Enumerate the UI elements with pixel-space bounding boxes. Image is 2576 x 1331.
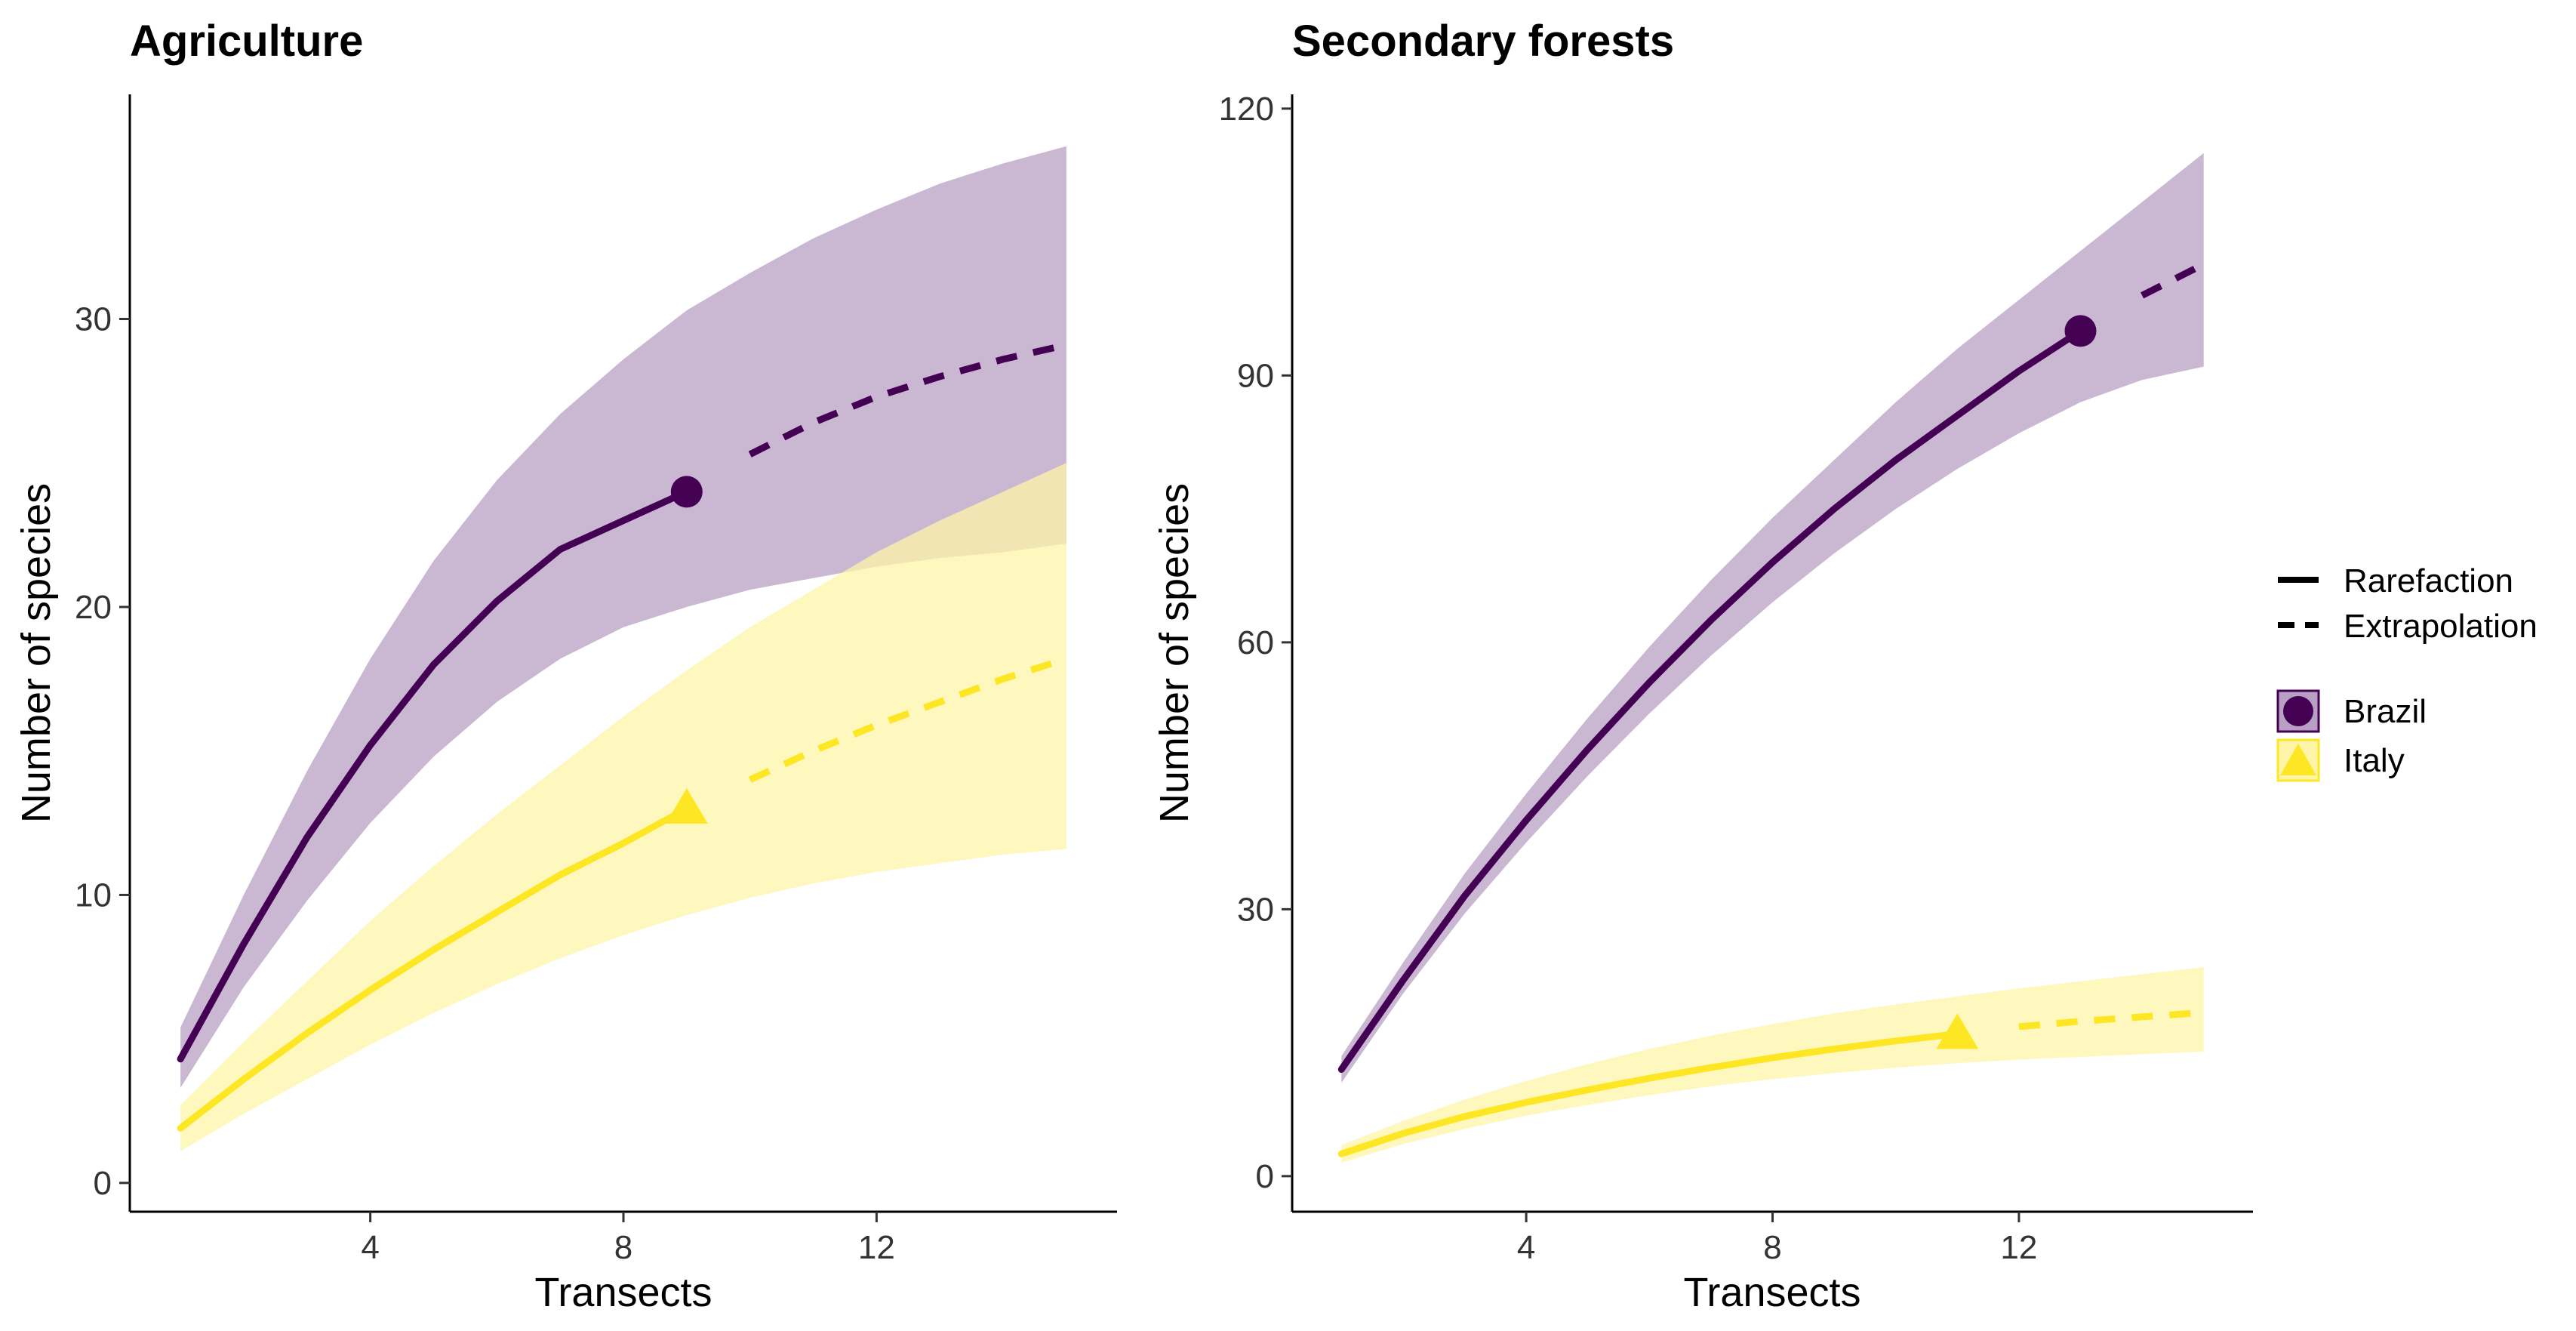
agriculture-markers [665,476,708,824]
agriculture-y-tick-label: 30 [75,301,112,338]
legend: Rarefaction Extrapolation Brazil Italy [2276,562,2538,782]
secondary-forests-italy-extrapolation-line [2018,1009,2205,1031]
secondary-forests-ci-bands [1341,153,2204,1163]
agriculture-x-tick-label: 4 [361,1229,379,1266]
agriculture-brazil-ci-band [180,146,1066,1089]
secondary-forests-x-tick-label: 4 [1517,1229,1535,1266]
agriculture-y-tick-label: 0 [94,1165,112,1202]
legend-italy-label: Italy [2344,742,2405,779]
secondary-forests-brazil-extrapolation-line [2141,261,2205,299]
agriculture-brazil-extrapolation-line [748,341,1067,458]
secondary-forests-x-tick-label: 8 [1763,1229,1781,1266]
secondary-forests-x-axis-title: Transects [1683,1270,1860,1315]
legend-brazil-label: Brazil [2344,693,2427,730]
secondary-forests-italy-ci-band [1341,967,2204,1163]
agriculture-brazil-observed-marker [670,476,703,508]
secondary-forests-italy-rarefaction-line [1337,1030,1961,1157]
secondary-forests-x-ticks: 4 8 12 [1517,1212,2037,1266]
agriculture-italy-rarefaction-line [177,805,691,1132]
agriculture-ci-bands [180,146,1066,1151]
agriculture-brazil-rarefaction-line [177,488,691,1063]
secondary-forests-y-axis-title: Number of species [1152,483,1197,823]
legend-extrapolation-label: Extrapolation [2344,608,2538,645]
legend-italy-triangle-marker [2280,744,2316,775]
secondary-forests-brazil-rarefaction-line [1337,327,2084,1073]
secondary-forests-markers [1936,315,2097,1049]
agriculture-x-tick-label: 12 [858,1229,895,1266]
agriculture-x-ticks: 4 8 12 [361,1212,895,1266]
secondary-forests-y-tick-label: 30 [1237,891,1274,928]
secondary-forests-y-tick-label: 60 [1237,624,1274,661]
agriculture-y-ticks: 0 10 20 30 [75,301,130,1202]
secondary-forests-y-tick-label: 90 [1237,357,1274,394]
agriculture-italy-ci-band [180,463,1066,1151]
agriculture-y-axis-title: Number of species [14,483,59,823]
secondary-forests-italy-observed-marker [1936,1013,1979,1049]
agriculture-panel: Agriculture 4 8 12 0 10 20 30 Transects Numbe… [14,17,1117,1315]
legend-rarefaction-label: Rarefaction [2344,562,2513,599]
legend-brazil-circle-marker [2283,696,2313,726]
secondary-forests-brazil-ci-band [1341,153,2204,1083]
agriculture-x-axis-title: Transects [534,1270,712,1315]
secondary-forests-panel: Secondary forests 4 8 12 0 30 60 90 120 Transe… [1152,17,2253,1315]
secondary-forests-y-tick-label: 120 [1219,91,1274,128]
agriculture-italy-observed-marker [665,787,708,824]
secondary-forests-brazil-observed-marker [2064,315,2097,347]
agriculture-x-tick-label: 8 [614,1229,632,1266]
secondary-forests-lines [1337,261,2205,1157]
agriculture-y-tick-label: 20 [75,589,112,626]
agriculture-y-tick-label: 10 [75,877,112,914]
secondary-forests-x-tick-label: 12 [2000,1229,2037,1266]
secondary-forests-title: Secondary forests [1292,17,1674,66]
agriculture-title: Agriculture [130,17,363,66]
agriculture-lines [177,341,1068,1132]
secondary-forests-y-ticks: 0 30 60 90 120 [1219,91,1292,1195]
agriculture-italy-extrapolation-line [748,655,1068,783]
secondary-forests-y-tick-label: 0 [1256,1158,1274,1195]
